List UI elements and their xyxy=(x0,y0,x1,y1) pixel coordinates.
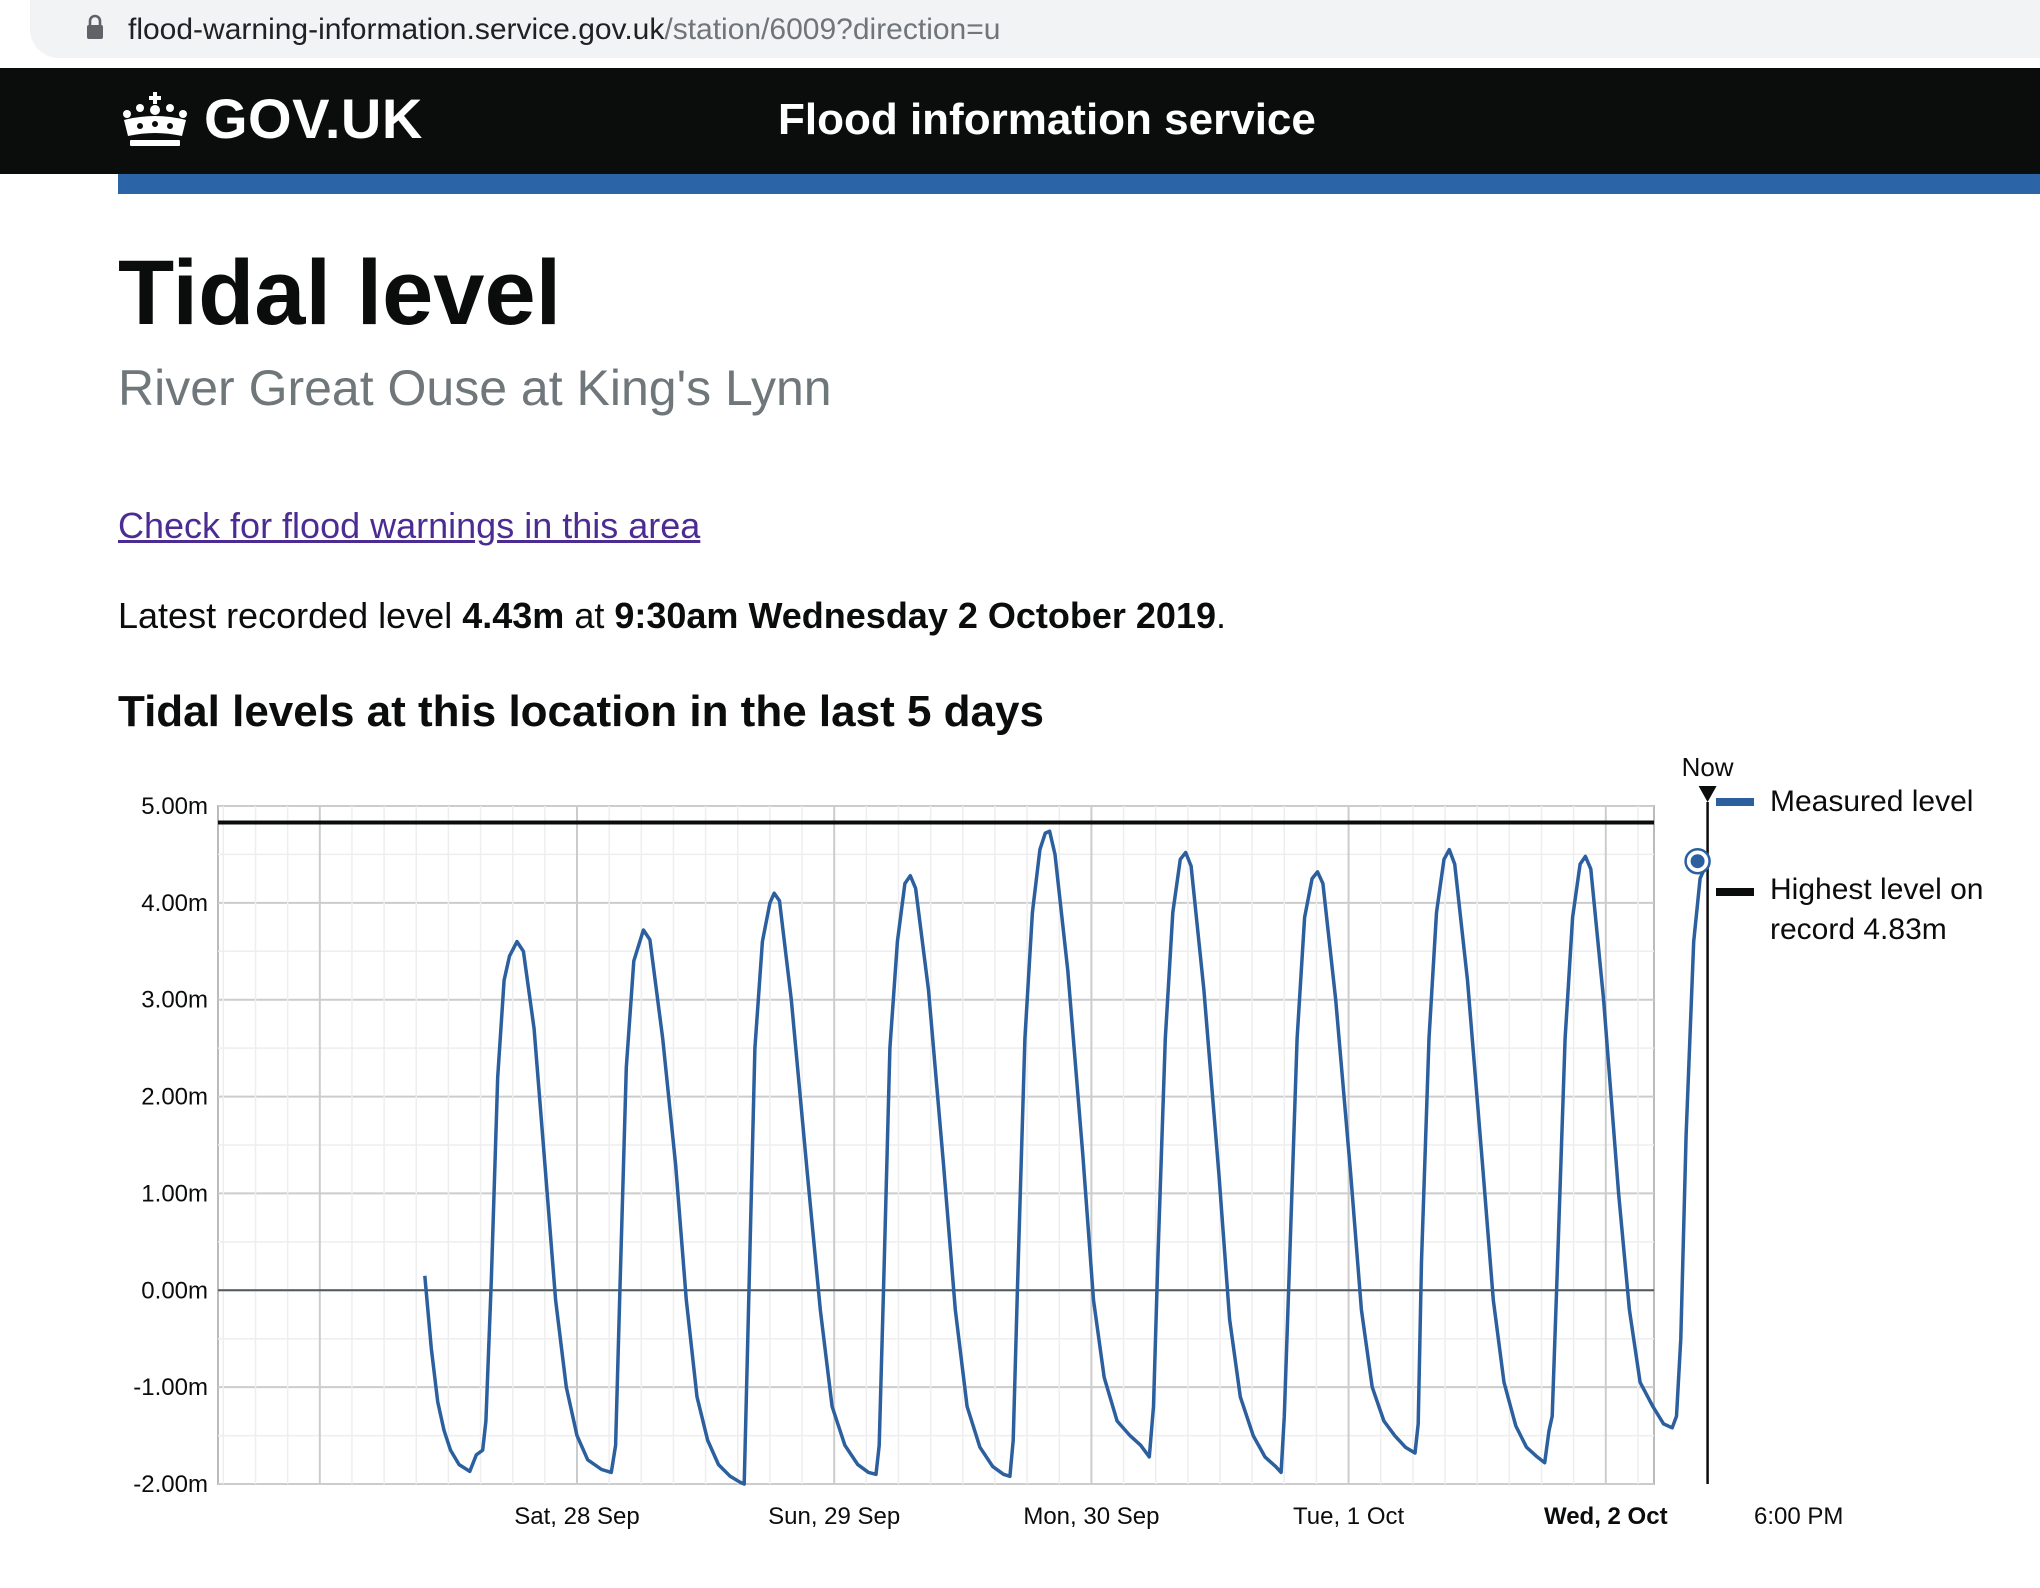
measured-level-line xyxy=(423,829,1710,1486)
govuk-logo-text[interactable]: GOV.UK xyxy=(204,87,423,150)
address-bar[interactable]: flood-warning-information.service.gov.uk… xyxy=(30,0,2040,58)
latest-time: 9:30am Wednesday 2 October 2019 xyxy=(614,595,1216,636)
now-arrow xyxy=(1698,786,1717,802)
latest-at: at xyxy=(574,595,605,636)
legend-highest-label: Highest level on record 4.83m xyxy=(1770,873,1984,946)
legend-highest-swatch xyxy=(1716,888,1754,896)
url-path: /station/6009?direction=u xyxy=(664,13,1001,46)
service-name[interactable]: Flood information service xyxy=(778,95,1316,144)
x-tick-label: Sun, 29 Sep xyxy=(768,1503,900,1530)
y-tick-label: 2.00m xyxy=(141,1084,208,1111)
latest-point xyxy=(1690,854,1705,869)
y-tick-label: 5.00m xyxy=(141,793,208,820)
latest-value: 4.43m xyxy=(462,595,565,636)
y-tick-label: 1.00m xyxy=(141,1180,208,1207)
govuk-header xyxy=(0,68,2040,174)
y-tick-label: 0.00m xyxy=(141,1277,208,1304)
url-domain: flood-warning-information.service.gov.uk xyxy=(128,13,665,46)
y-tick-label: -1.00m xyxy=(133,1374,208,1401)
latest-suffix: . xyxy=(1216,595,1227,636)
y-tick-label: 4.00m xyxy=(141,890,208,917)
legend-measured-label: Measured level xyxy=(1770,785,1974,818)
header-blue-stripe xyxy=(118,174,2040,194)
page-subtitle: River Great Ouse at King's Lynn xyxy=(118,360,832,416)
latest-prefix: Latest recorded level xyxy=(118,595,453,636)
crown-icon xyxy=(123,92,187,146)
legend-measured-swatch xyxy=(1716,798,1754,806)
x-tick-label: Wed, 2 Oct xyxy=(1544,1503,1668,1530)
flood-warnings-link[interactable]: Check for flood warnings in this area xyxy=(118,505,701,546)
x-tick-label: 6:00 PM xyxy=(1754,1503,1843,1530)
x-tick-label: Tue, 1 Oct xyxy=(1293,1503,1404,1530)
latest-level-text: Latest recorded level 4.43m at 9:30am We… xyxy=(118,592,1226,640)
lock-icon xyxy=(87,14,103,39)
page-title: Tidal level xyxy=(118,242,562,344)
y-tick-label: -2.00m xyxy=(133,1471,208,1498)
y-tick-label: 3.00m xyxy=(141,987,208,1014)
x-tick-label: Mon, 30 Sep xyxy=(1023,1503,1159,1530)
chart-heading: Tidal levels at this location in the las… xyxy=(118,687,1044,736)
x-tick-label: Sat, 28 Sep xyxy=(514,1503,639,1530)
url-text[interactable]: flood-warning-information.service.gov.uk… xyxy=(128,8,1000,52)
now-label: Now xyxy=(1682,752,1734,782)
browser-url-bar: flood-warning-information.service.gov.uk… xyxy=(0,0,2040,66)
